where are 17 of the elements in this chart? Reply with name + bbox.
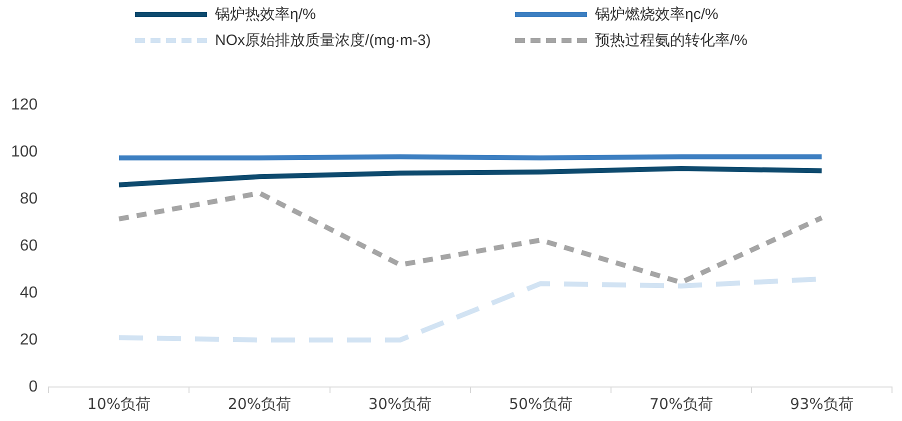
y-tick-label: 40 [20, 284, 38, 302]
y-tick-label: 20 [20, 331, 38, 348]
x-tick-label: 70%负荷 [650, 394, 713, 413]
legend-label: 锅炉热效率η/% [215, 4, 316, 24]
y-tick-label: 60 [20, 237, 38, 254]
legend-label: 预热过程氨的转化率/% [595, 30, 748, 50]
x-tick-label: 10%负荷 [87, 394, 151, 413]
x-tick-label: 20%负荷 [228, 394, 292, 413]
x-tick-label: 93%负荷 [790, 394, 854, 413]
legend-label: 锅炉燃烧效率ηc/% [595, 4, 718, 24]
legend-label: NOx原始排放质量浓度/(mg·m-3) [215, 30, 431, 50]
x-tick-label: 50%负荷 [508, 394, 572, 413]
y-tick-label: 80 [20, 190, 38, 208]
y-tick-label: 0 [28, 378, 38, 396]
y-tick-label: 100 [10, 143, 38, 160]
x-tick-label: 30%负荷 [368, 394, 432, 413]
y-tick-label: 120 [10, 96, 38, 114]
